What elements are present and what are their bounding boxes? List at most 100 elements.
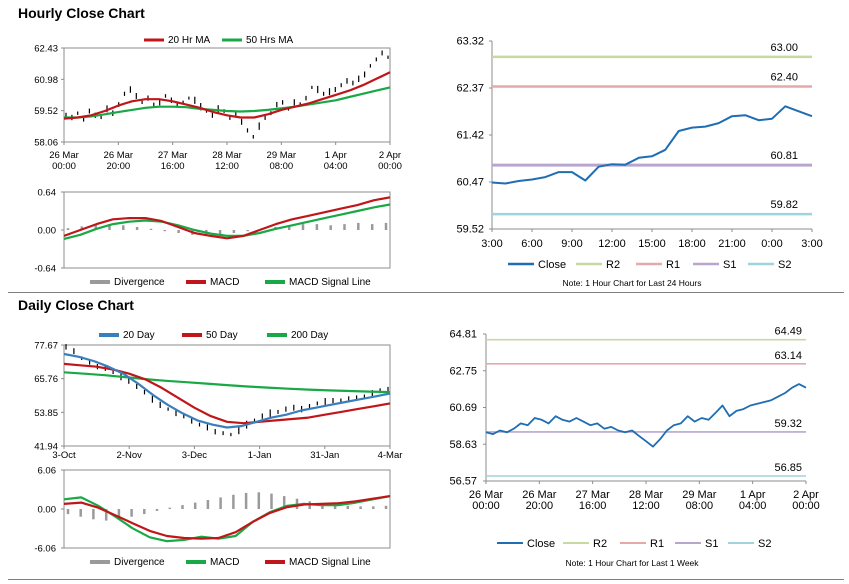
y-tick-label: 65.76	[34, 374, 58, 385]
x-tick-label: 6:00	[521, 238, 542, 250]
legend-label: S2	[778, 259, 791, 271]
x-tick-label: 15:00	[638, 238, 666, 250]
legend-swatch	[265, 280, 285, 284]
legend-label: MACD	[210, 557, 239, 568]
legend-label: MACD	[210, 277, 239, 288]
x-tick-label: 12:00	[215, 161, 239, 172]
x-tick-label: 0:00	[761, 238, 782, 250]
x-tick-label: 18:00	[678, 238, 706, 250]
x-tick-label: 27 Mar	[576, 489, 611, 501]
level-label-s1: 60.81	[770, 150, 798, 162]
y-tick-label: 60.69	[449, 402, 477, 414]
x-tick-label: 12:00	[632, 500, 660, 512]
x-tick-label: 04:00	[739, 500, 767, 512]
legend-swatch	[186, 280, 206, 284]
x-tick-label: 00:00	[792, 500, 820, 512]
y-tick-label: 0.00	[38, 505, 57, 516]
x-tick-label: 20:00	[106, 161, 130, 172]
legend-label: Close	[527, 538, 555, 550]
legend-label: R2	[593, 538, 607, 550]
x-tick-label: 1 Apr	[740, 489, 766, 501]
daily-macd-signal-line	[63, 495, 391, 540]
legend-swatch	[90, 560, 110, 564]
legend-label: 20 Hr MA	[168, 35, 211, 46]
x-tick-label: 00:00	[472, 500, 500, 512]
x-tick-label: 26 Mar	[104, 150, 134, 161]
x-tick-label: 1-Jan	[248, 450, 272, 461]
y-tick-label: 6.06	[38, 466, 57, 477]
legend-label: S2	[758, 538, 771, 550]
hourly-macd-signal-line	[63, 203, 391, 240]
x-tick-label: 28 Mar	[629, 489, 664, 501]
chart-note: Note: 1 Hour Chart for Last 1 Week	[565, 558, 699, 568]
legend-label: Close	[538, 259, 566, 271]
daily-200day-line	[63, 371, 391, 394]
y-tick-label: 41.94	[34, 442, 58, 453]
legend-label: MACD Signal Line	[289, 557, 371, 568]
y-tick-label: 0.64	[38, 188, 57, 199]
legend-label: R1	[666, 259, 680, 271]
y-tick-label: 62.75	[449, 365, 477, 377]
y-tick-label: -0.64	[34, 264, 56, 275]
level-label-r2: 63.00	[770, 42, 798, 54]
hourly-20hr-ma-line	[63, 71, 391, 120]
x-tick-label: 1 Apr	[325, 150, 347, 161]
daily-price-frame	[63, 344, 391, 447]
x-tick-label: 29 Mar	[267, 150, 297, 161]
level-label-s2: 56.85	[774, 462, 802, 474]
daily-section-title: Daily Close Chart	[18, 297, 134, 313]
y-tick-label: 77.67	[34, 341, 58, 352]
legend-label: MACD Signal Line	[289, 277, 371, 288]
hourly-macd-line	[63, 196, 391, 240]
x-tick-label: 27 Mar	[158, 150, 188, 161]
y-tick-label: 62.37	[456, 83, 484, 95]
x-tick-label: 2 Apr	[379, 150, 401, 161]
y-tick-label: 59.52	[456, 224, 484, 236]
x-tick-label: 3-Dec	[182, 450, 208, 461]
x-tick-label: 26 Mar	[469, 489, 504, 501]
x-tick-label: 26 Mar	[49, 150, 79, 161]
legend-swatch	[265, 560, 285, 564]
legend-swatch	[267, 333, 287, 337]
legend-swatch	[222, 38, 242, 42]
level-label-r1: 62.40	[770, 72, 798, 84]
x-tick-label: 4-Mar	[378, 450, 403, 461]
hourly-50hr-ma-line	[64, 86, 391, 119]
x-tick-label: 16:00	[579, 500, 607, 512]
legend-label: Divergence	[114, 277, 165, 288]
level-label-s1: 59.32	[774, 418, 802, 430]
level-label-r1: 63.14	[774, 350, 802, 362]
x-tick-label: 28 Mar	[212, 150, 242, 161]
y-tick-label: 58.63	[449, 439, 477, 451]
x-tick-label: 29 Mar	[682, 489, 717, 501]
legend-label: 50 Day	[206, 330, 238, 341]
y-tick-label: 60.47	[456, 177, 484, 189]
y-tick-label: 63.32	[456, 36, 484, 48]
legend-label: Divergence	[114, 557, 165, 568]
x-tick-label: 2-Nov	[117, 450, 143, 461]
chart-note: Note: 1 Hour Chart for Last 24 Hours	[563, 278, 702, 288]
y-tick-label: 53.85	[34, 408, 58, 419]
x-tick-label: 26 Mar	[522, 489, 557, 501]
x-tick-label: 00:00	[52, 161, 76, 172]
legend-swatch	[90, 280, 110, 284]
legend-label: 50 Hrs MA	[246, 35, 294, 46]
y-tick-label: 62.43	[34, 44, 58, 55]
legend-label: S1	[723, 259, 736, 271]
x-tick-label: 31-Jan	[310, 450, 339, 461]
y-tick-label: 60.98	[34, 75, 58, 86]
y-tick-label: 58.06	[34, 138, 58, 149]
y-tick-label: 59.52	[34, 106, 58, 117]
x-tick-label: 21:00	[718, 238, 746, 250]
daily-week-close-line	[485, 383, 807, 448]
x-tick-label: 12:00	[598, 238, 626, 250]
daily-macd-line	[63, 495, 391, 543]
level-label-r2: 64.49	[774, 326, 802, 338]
y-tick-label: 56.57	[449, 476, 477, 488]
x-tick-label: 3-Oct	[52, 450, 76, 461]
x-tick-label: 9:00	[561, 238, 582, 250]
hourly-section-title: Hourly Close Chart	[18, 5, 145, 21]
x-tick-label: 08:00	[269, 161, 293, 172]
hourly-macd-frame	[63, 191, 391, 269]
legend-swatch	[186, 560, 206, 564]
